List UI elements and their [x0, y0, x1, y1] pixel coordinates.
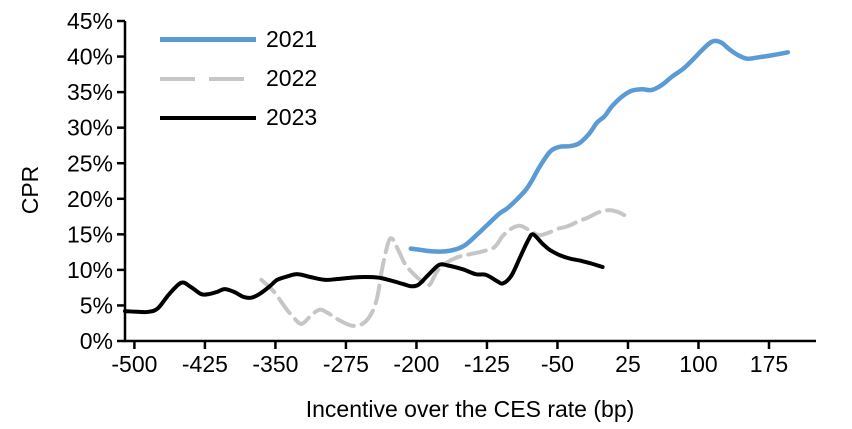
legend-item-2023: 2023: [160, 98, 317, 137]
tick-marks: [117, 19, 771, 349]
tick-labels: 0% 5% 10% 15% 20% 25% 30% 35% 40% 45% -500 -425 -350…: [67, 8, 788, 377]
y-tick-label: 40%: [67, 44, 113, 70]
series-line-2021: [408, 38, 791, 254]
y-tick-label: 15%: [67, 221, 113, 247]
legend-label-2021: 2021: [266, 26, 318, 52]
y-axis-title: CPR: [17, 166, 43, 215]
legend-label-2023: 2023: [266, 104, 318, 130]
legend-swatch-2023: [160, 115, 256, 120]
legend-swatch-2021: [160, 37, 256, 42]
x-tick-label: -275: [323, 351, 369, 377]
x-tick-label: -425: [182, 351, 228, 377]
legend: 2021 2022 2023: [160, 20, 317, 137]
y-tick-label: 25%: [67, 150, 113, 176]
legend-item-2021: 2021: [160, 20, 317, 59]
y-tick-label: 5%: [80, 292, 113, 318]
x-tick-label: -500: [111, 351, 157, 377]
series-line-2023: [123, 232, 605, 315]
y-tick-label: 45%: [67, 8, 113, 34]
x-tick-label: -350: [252, 351, 298, 377]
y-tick-label: 10%: [67, 257, 113, 283]
legend-label-2022: 2022: [266, 65, 318, 91]
x-tick-label: 175: [750, 351, 788, 377]
legend-item-2022: 2022: [160, 59, 317, 98]
y-tick-label: 30%: [67, 115, 113, 141]
series-lines: [123, 38, 791, 328]
x-axis-title: Incentive over the CES rate (bp): [306, 396, 635, 422]
x-tick-label: -125: [464, 351, 510, 377]
y-tick-label: 35%: [67, 79, 113, 105]
x-tick-label: -200: [393, 351, 439, 377]
legend-swatch-2022: [160, 76, 256, 81]
x-tick-label: 100: [679, 351, 717, 377]
y-tick-label: 0%: [80, 328, 113, 354]
y-tick-label: 20%: [67, 186, 113, 212]
x-tick-label: -50: [541, 351, 574, 377]
x-tick-label: 25: [615, 351, 641, 377]
series-line-2022: [259, 208, 627, 328]
